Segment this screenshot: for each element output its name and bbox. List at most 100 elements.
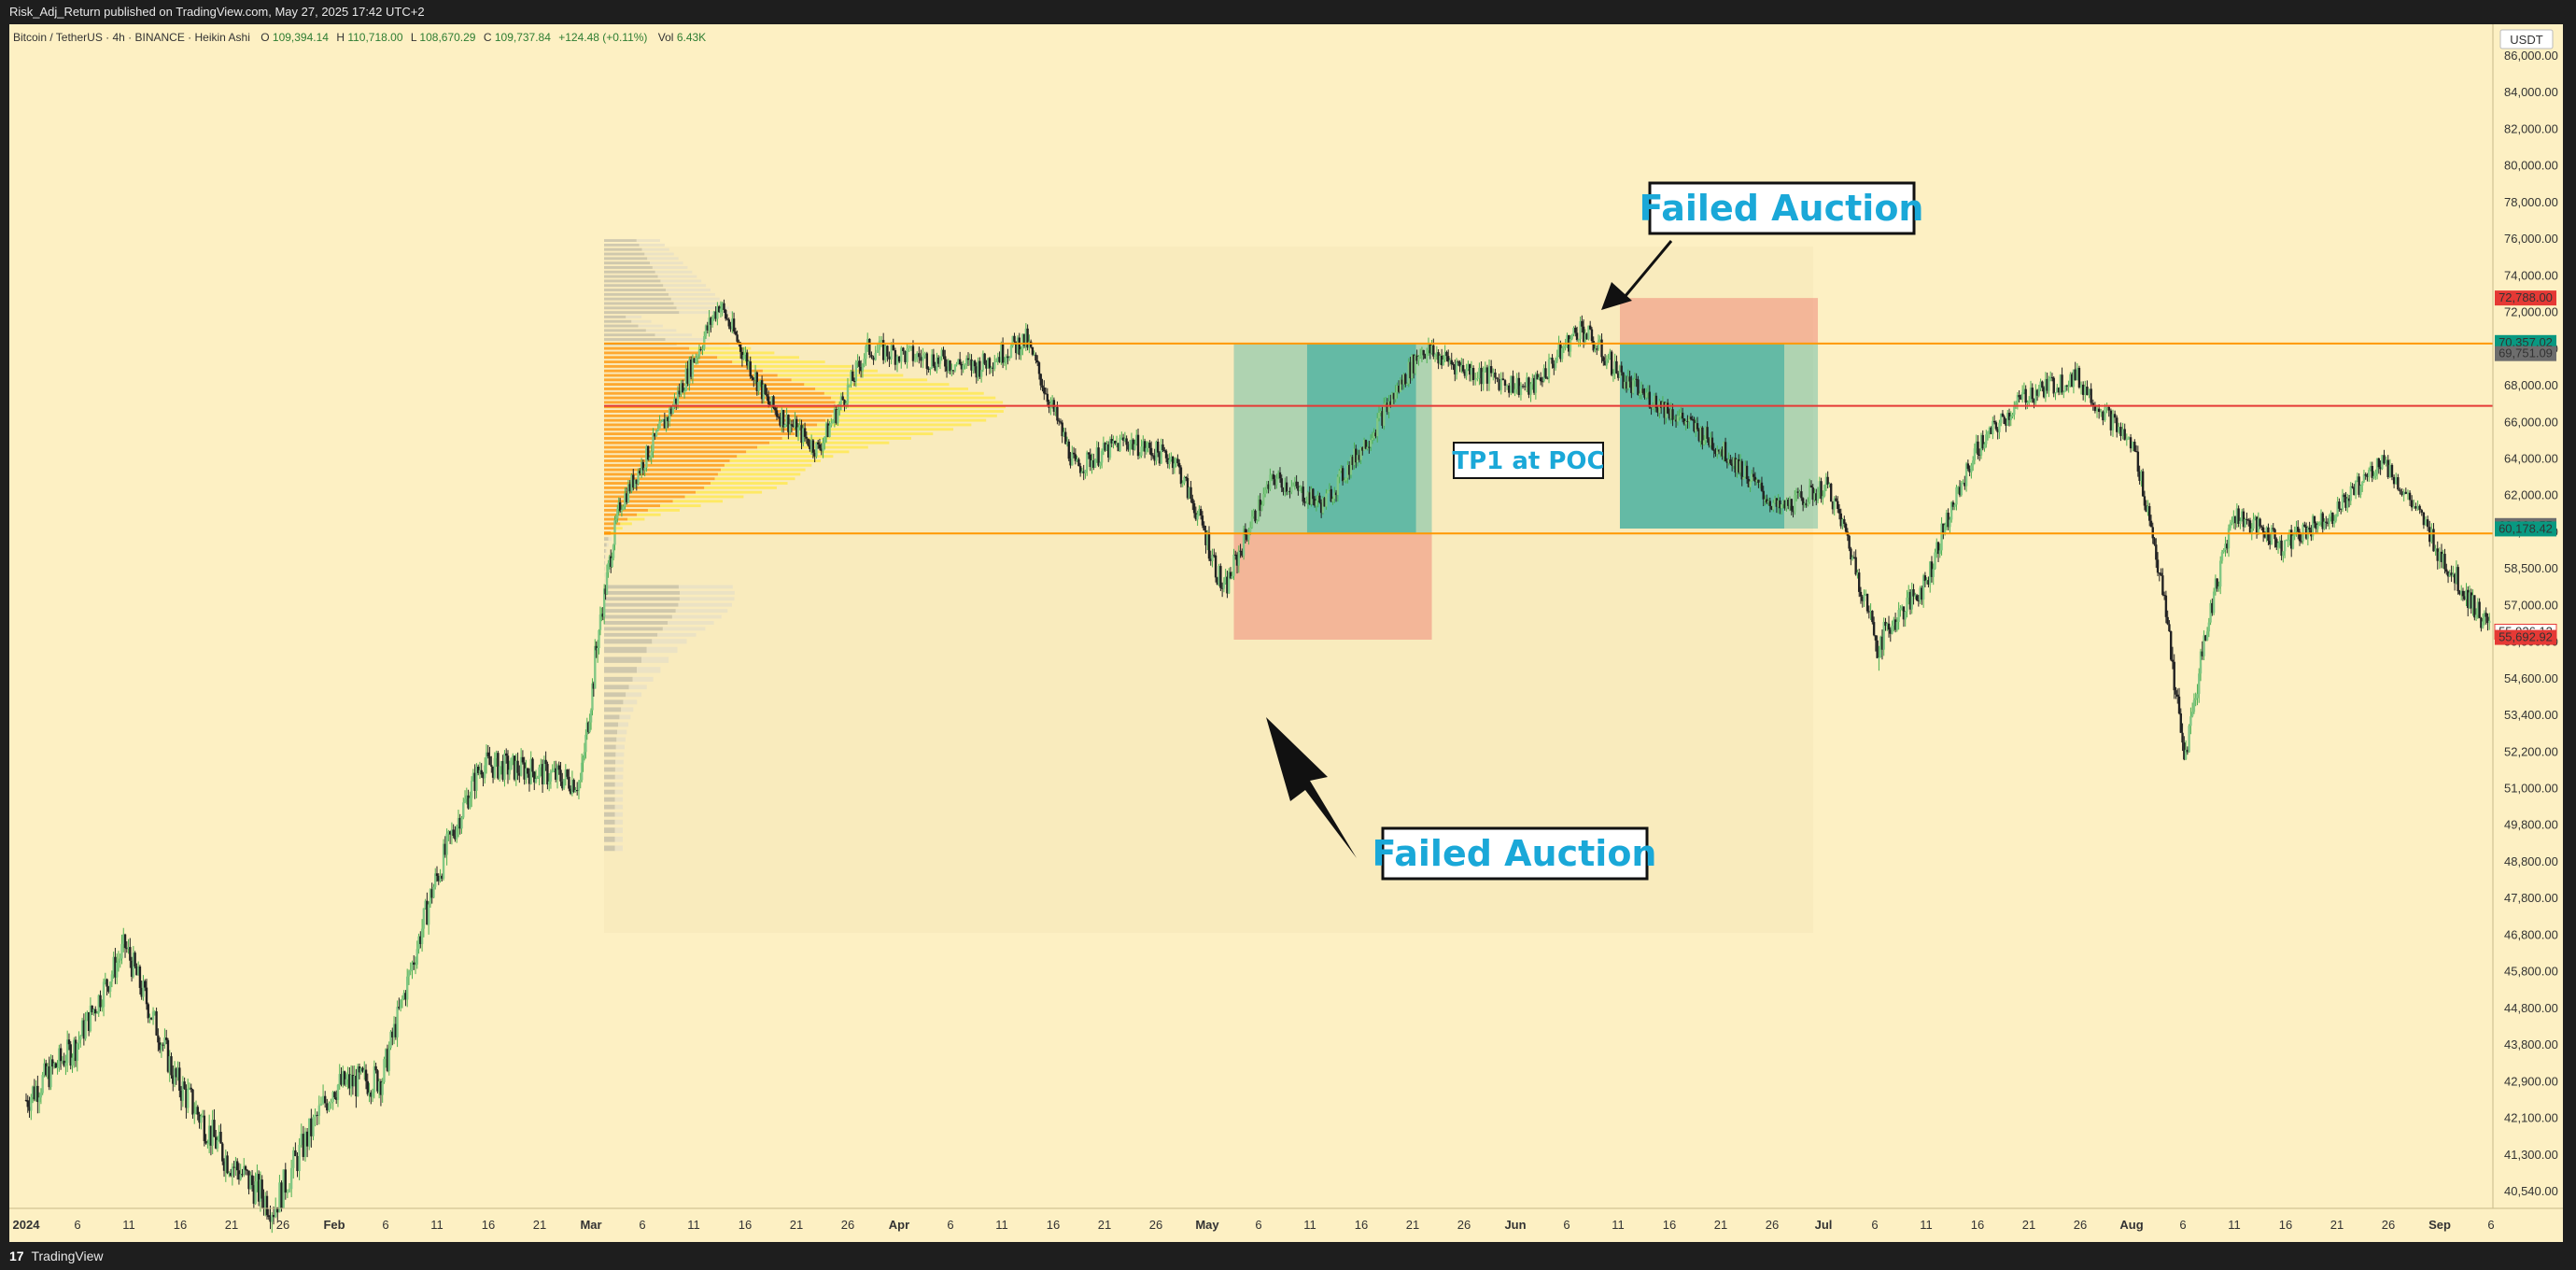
candle-body bbox=[257, 1174, 260, 1202]
candle-body bbox=[2052, 377, 2055, 394]
candle-body bbox=[1641, 388, 1644, 393]
candle-body bbox=[264, 1195, 267, 1209]
candle-body bbox=[1884, 621, 1887, 627]
candle-body bbox=[1366, 446, 1369, 449]
candle-body bbox=[1702, 440, 1706, 445]
chart-svg[interactable]: 86,000.0084,000.0082,000.0080,000.0078,0… bbox=[9, 24, 2563, 1242]
annotation-failed-auction-top[interactable]: Failed Auction bbox=[1640, 181, 1924, 235]
candle-body bbox=[503, 753, 506, 780]
vp-bar-up bbox=[604, 239, 637, 243]
candle-body bbox=[574, 790, 577, 793]
candle-body bbox=[64, 1063, 67, 1066]
candle-body bbox=[934, 366, 936, 371]
vp-bar-up bbox=[604, 744, 616, 750]
price-axis[interactable]: 86,000.0084,000.0082,000.0080,000.0078,0… bbox=[2492, 24, 2558, 1208]
candle-body bbox=[1059, 421, 1063, 423]
candle-body bbox=[841, 396, 844, 401]
candle-body bbox=[854, 362, 858, 382]
vp-bar-up bbox=[604, 418, 826, 422]
candle-body bbox=[1164, 450, 1168, 459]
candle-body bbox=[1971, 460, 1975, 466]
candle-body bbox=[1650, 407, 1653, 409]
annotation-tp1[interactable]: TP1 at POC bbox=[1452, 442, 1605, 479]
candle-body bbox=[526, 768, 529, 774]
candle-body bbox=[1175, 459, 1177, 464]
candle-body bbox=[818, 444, 822, 449]
candle-body bbox=[643, 467, 646, 471]
candle-body bbox=[1369, 440, 1372, 447]
candle-body bbox=[523, 762, 526, 780]
vp-bar-up bbox=[604, 441, 770, 444]
vp-bar-down bbox=[626, 315, 642, 318]
candle-body bbox=[1414, 355, 1417, 374]
candle-body bbox=[2141, 471, 2145, 497]
candle-body bbox=[1260, 504, 1263, 511]
candle-body bbox=[2424, 519, 2428, 526]
candle-body bbox=[572, 780, 575, 793]
tradingview-logo-icon[interactable]: 17 bbox=[9, 1249, 24, 1263]
time-tick-label: 6 bbox=[382, 1218, 388, 1232]
candle-body bbox=[846, 384, 850, 403]
vp-bar-up bbox=[604, 445, 758, 449]
candle-body bbox=[953, 364, 957, 372]
candle-body bbox=[493, 757, 497, 778]
candle-body bbox=[767, 396, 770, 404]
candle-body bbox=[260, 1179, 263, 1199]
time-axis[interactable]: 2024 6 11 16 21 26 Feb 6 11 16 21 Mar 6 11 16 21 26 Apr 6 1… bbox=[13, 1218, 2495, 1232]
candle-body bbox=[387, 1048, 390, 1071]
candle-body bbox=[2481, 621, 2485, 628]
vp-bar-up bbox=[604, 387, 816, 390]
candle-body bbox=[39, 1093, 43, 1098]
candle-body bbox=[1465, 369, 1468, 376]
candle-body bbox=[1054, 406, 1057, 412]
candle-body bbox=[1057, 420, 1061, 422]
candle-body bbox=[648, 457, 652, 460]
candle-body bbox=[2397, 477, 2400, 490]
time-tick-label: 21 bbox=[533, 1218, 546, 1232]
candle-body bbox=[2222, 549, 2225, 553]
candle-body bbox=[747, 361, 751, 366]
candle-body bbox=[1907, 591, 1910, 598]
candle-body bbox=[2371, 466, 2373, 478]
candle-body bbox=[682, 383, 684, 393]
candle-body bbox=[658, 421, 661, 430]
candle-body bbox=[1128, 444, 1132, 450]
candle-body bbox=[1394, 392, 1397, 400]
vp-bar-down bbox=[614, 827, 624, 834]
candle-body bbox=[1203, 525, 1205, 531]
candle-body bbox=[221, 1143, 224, 1162]
candle-body bbox=[1773, 498, 1777, 503]
candle-body bbox=[2199, 651, 2203, 674]
candle-body bbox=[144, 981, 147, 988]
candle-body bbox=[243, 1165, 246, 1175]
candle-body bbox=[157, 1035, 160, 1043]
chart-area[interactable]: 86,000.00 84,000.00 82,000.00 80,000.00 78,0… bbox=[9, 24, 2563, 1242]
candle-body bbox=[1936, 542, 1940, 555]
candle-body bbox=[407, 970, 411, 977]
candle-body bbox=[985, 363, 988, 369]
candle-body bbox=[1597, 341, 1600, 349]
candle-body bbox=[1371, 438, 1374, 441]
candle-body bbox=[1127, 444, 1130, 450]
candle-body bbox=[667, 417, 669, 422]
annotation-failed-auction-bottom[interactable]: Failed Auction bbox=[1372, 826, 1657, 881]
annotation-text: TP1 at POC bbox=[1452, 447, 1604, 475]
candle-body bbox=[1798, 491, 1801, 493]
candle-body bbox=[136, 967, 140, 976]
candle-body bbox=[2207, 622, 2211, 632]
vp-bar-up bbox=[604, 504, 661, 508]
candle-body bbox=[1824, 476, 1828, 486]
candle-body bbox=[975, 366, 978, 378]
footer-brand[interactable]: TradingView bbox=[31, 1249, 104, 1263]
vp-bar-down bbox=[614, 782, 624, 787]
currency-badge[interactable] bbox=[2499, 29, 2554, 49]
candle-body bbox=[2155, 544, 2158, 560]
candle-body bbox=[1290, 486, 1293, 492]
candle-body bbox=[1282, 487, 1285, 492]
candle-body bbox=[1603, 360, 1607, 366]
candle-body bbox=[714, 311, 717, 319]
candle-body bbox=[918, 353, 921, 358]
candle-body bbox=[958, 359, 962, 365]
time-tick-label: 6 bbox=[2179, 1218, 2186, 1232]
price-tick-label: 84,000.00 bbox=[2504, 85, 2558, 99]
